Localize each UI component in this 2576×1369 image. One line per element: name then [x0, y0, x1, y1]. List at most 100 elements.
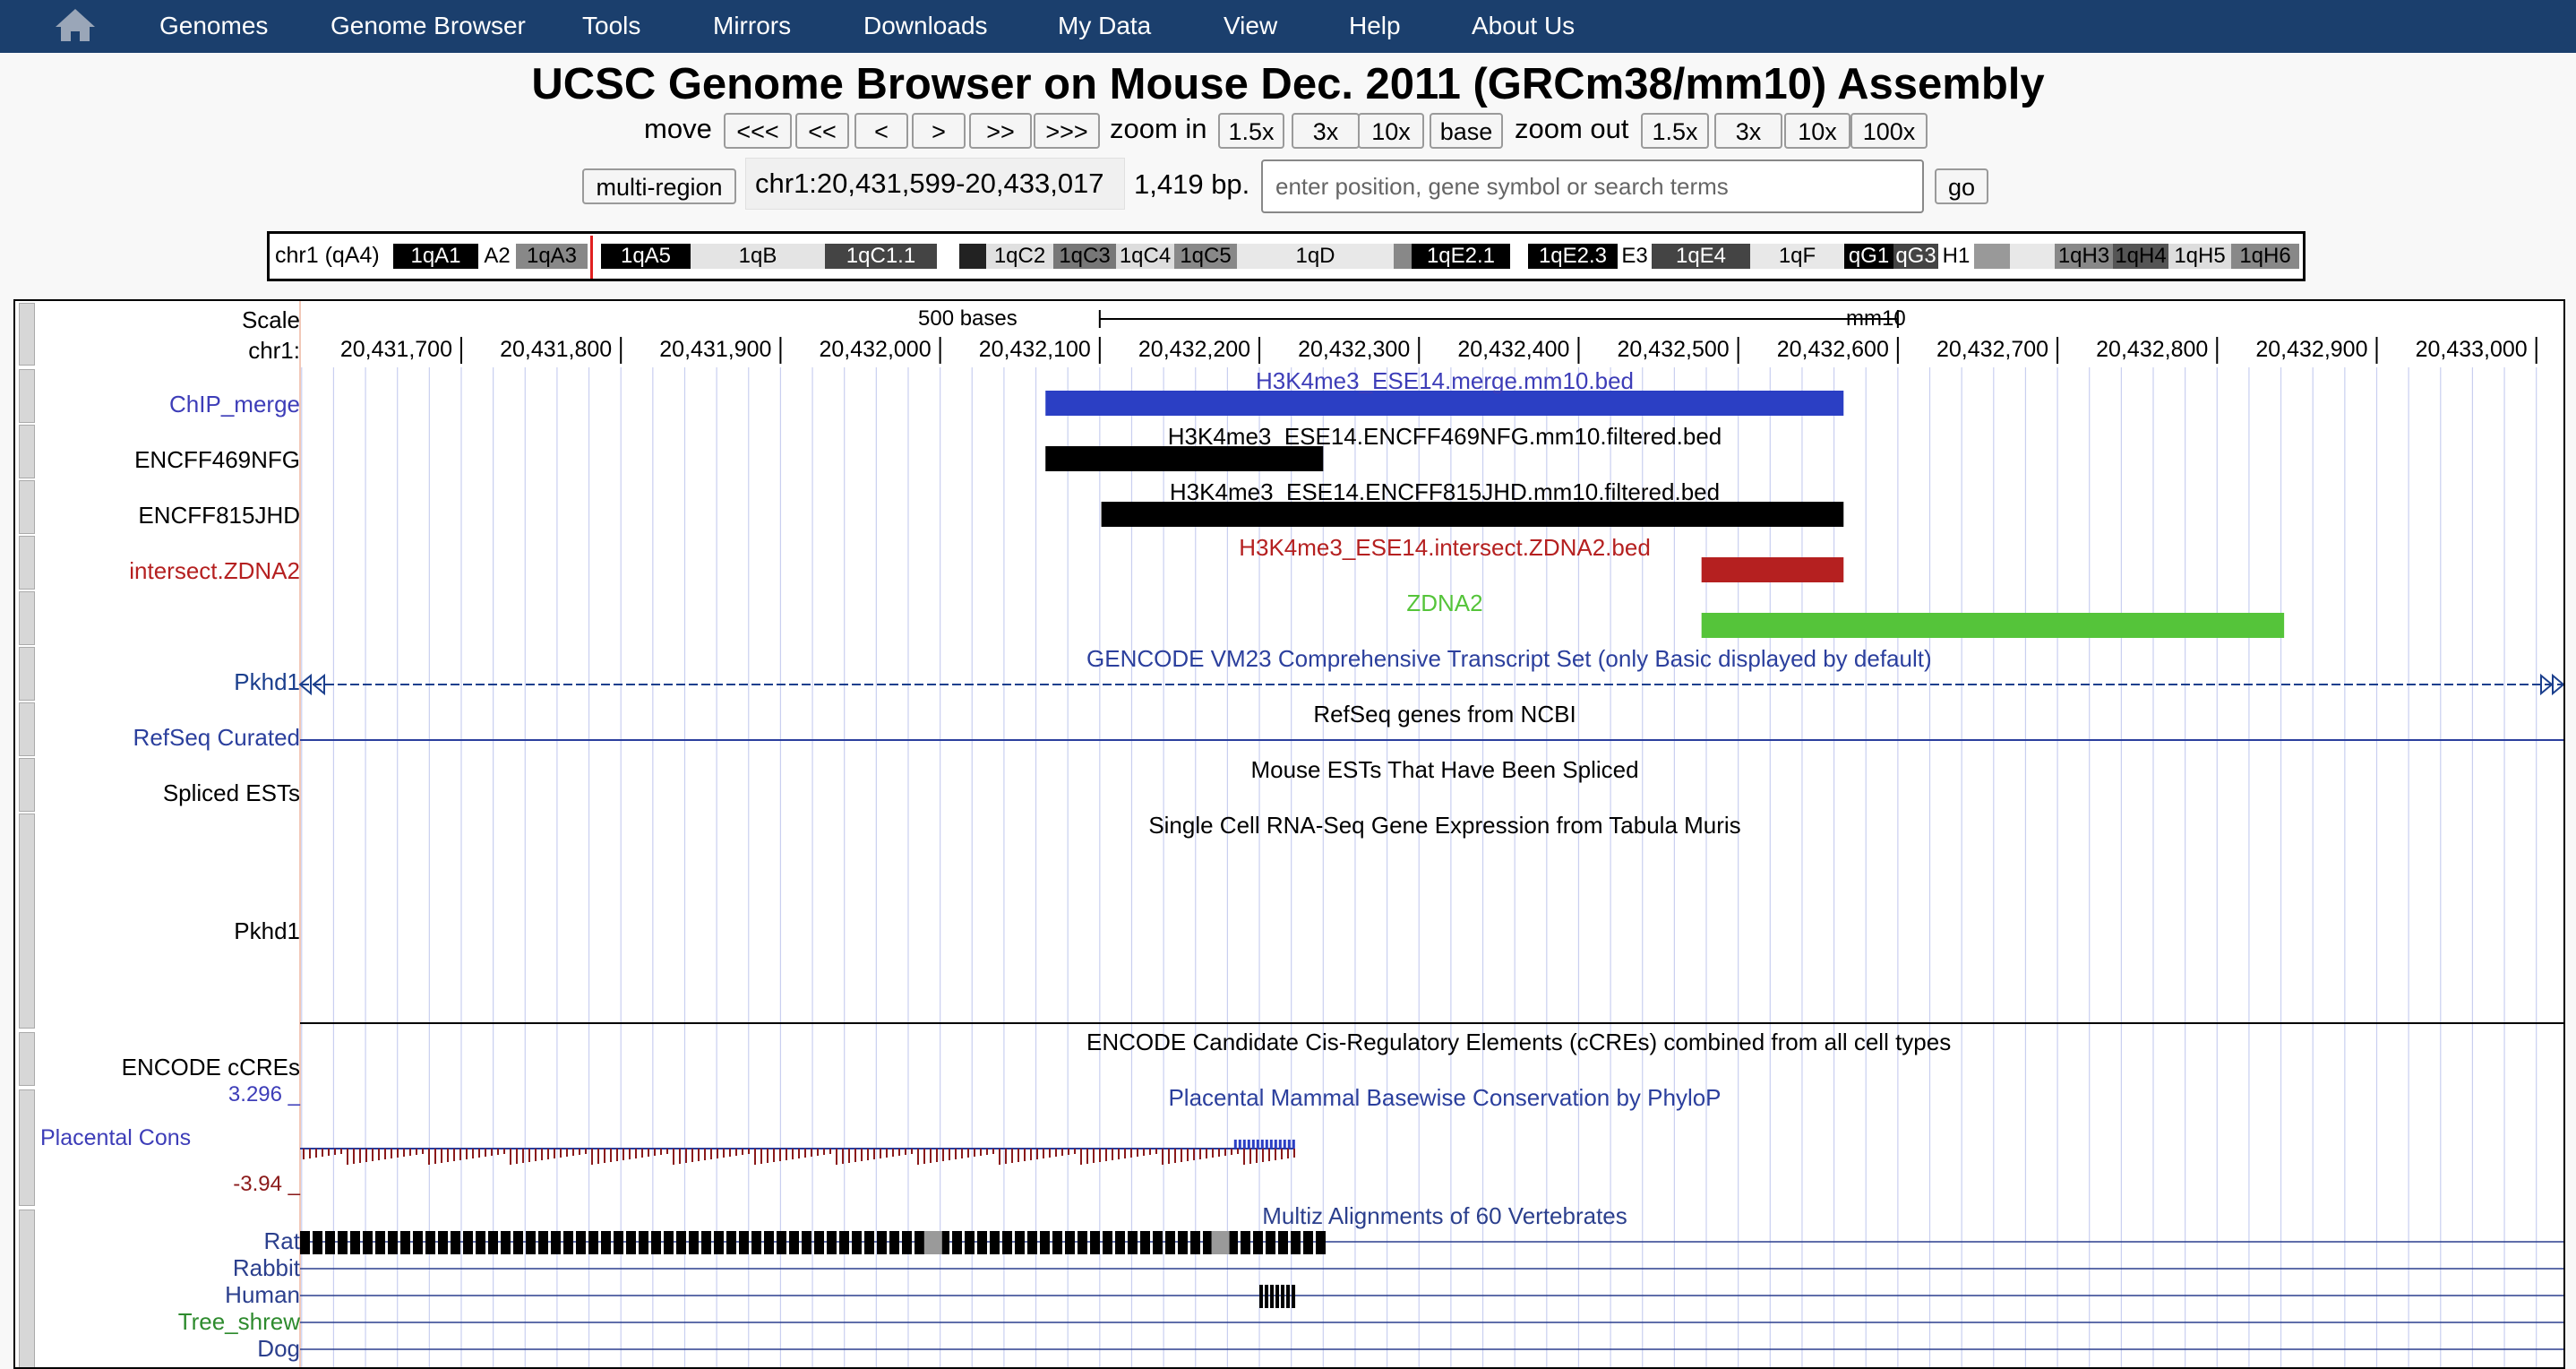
side-button-ccres[interactable]	[19, 1032, 35, 1086]
multiz-rat-block	[664, 1231, 674, 1254]
label-spliced-ests[interactable]: Spliced ESTs	[162, 779, 300, 806]
feature-chip_merge	[1045, 391, 1844, 416]
multiz-rat-block	[300, 1231, 310, 1254]
band-1qC1.1: 1qC1.1	[825, 244, 937, 269]
species-rat[interactable]: Rat	[263, 1227, 300, 1254]
zoom-in-10x-button[interactable]: 10x	[1358, 113, 1424, 149]
multiz-rat-block	[363, 1231, 373, 1254]
side-button-refseq[interactable]	[19, 702, 35, 756]
zoom-out-1-5x-button[interactable]: 1.5x	[1641, 113, 1709, 149]
move-far-left-button[interactable]: <<<	[724, 113, 792, 149]
multiz-rat-block	[513, 1231, 523, 1254]
multiz-rat-block	[463, 1231, 473, 1254]
label-chip-merge[interactable]: ChIP_merge	[169, 391, 300, 418]
ruler-tick-label: 20,431,700	[339, 337, 452, 362]
zoom-out-100x-button[interactable]: 100x	[1850, 113, 1928, 149]
side-button-ruler[interactable]	[19, 303, 35, 366]
label-placental-cons[interactable]: Placental Cons	[40, 1125, 192, 1150]
band-1qE4: 1qE4	[1652, 244, 1750, 269]
label-refseq-curated[interactable]: RefSeq Curated	[133, 724, 300, 751]
multiz-rat-block	[940, 1231, 949, 1254]
nav-downloads[interactable]: Downloads	[863, 12, 988, 39]
move-far-right-button[interactable]: >>>	[1034, 113, 1100, 149]
label-encff469nfg[interactable]: ENCFF469NFG	[134, 446, 300, 473]
ruler-tick-label: 20,432,400	[1457, 337, 1570, 362]
multiz-rat-block	[764, 1231, 774, 1254]
band-A2: A2	[478, 244, 516, 269]
nav-about-us[interactable]: About Us	[1472, 12, 1576, 39]
side-button-encff469nfg[interactable]	[19, 425, 35, 478]
nav-view[interactable]: View	[1224, 12, 1278, 39]
zoom-out-3x-button[interactable]: 3x	[1714, 113, 1782, 149]
multiz-rat-block	[1015, 1231, 1025, 1254]
multiz-rat-block	[476, 1231, 485, 1254]
move-right-button[interactable]: >>	[969, 113, 1032, 149]
nav-genome-browser[interactable]: Genome Browser	[331, 12, 526, 39]
multiz-rat-block	[852, 1231, 862, 1254]
label-pkhd1-tabula[interactable]: Pkhd1	[234, 917, 300, 944]
band-1qE2.1: 1qE2.1	[1412, 244, 1510, 269]
label-pkhd1-gencode[interactable]: Pkhd1	[234, 668, 300, 695]
move-step-right-button[interactable]: >	[912, 113, 966, 149]
species-tree-shrew[interactable]: Tree_shrew	[177, 1308, 300, 1335]
band-1qH4: 1qH4	[2113, 244, 2168, 269]
band-1qE2.3: 1qE2.3	[1528, 244, 1618, 269]
item-intersect-name: H3K4me3_ESE14.intersect.ZDNA2.bed	[1239, 534, 1651, 561]
search-input[interactable]	[1261, 159, 1924, 213]
multiz-rat-block	[1027, 1231, 1037, 1254]
multiz-rat-block	[1291, 1231, 1301, 1254]
track-image-panel[interactable]: Scale chr1: 500 bases mm10 20,431,700 20,…	[13, 299, 2565, 1369]
multiz-rat-block	[1078, 1231, 1087, 1254]
side-button-ests[interactable]	[19, 758, 35, 812]
nav-genomes[interactable]: Genomes	[159, 12, 269, 39]
nav-tools[interactable]: Tools	[582, 12, 641, 39]
species-dog[interactable]: Dog	[257, 1335, 300, 1362]
multiz-rat-gap	[923, 1231, 942, 1254]
multiz-rat-block	[714, 1231, 724, 1254]
nav-mirrors[interactable]: Mirrors	[713, 12, 792, 39]
side-button-chip-merge[interactable]	[19, 369, 35, 423]
move-step-left-button[interactable]: <	[854, 113, 908, 149]
go-button[interactable]: go	[1935, 168, 1988, 204]
side-button-intersect[interactable]	[19, 536, 35, 590]
band-white-2	[1510, 244, 1528, 269]
multiz-rat-block	[1266, 1231, 1275, 1254]
multiz-rat-gap	[1211, 1231, 1230, 1254]
chromosome-ideogram[interactable]: chr1 (qA4) 1qA1 A2 1qA3 1qA5 1qB 1qC1.1 …	[267, 231, 2306, 281]
side-button-zdna2[interactable]	[19, 591, 35, 645]
multiz-rat-block	[1065, 1231, 1075, 1254]
nav-my-data[interactable]: My Data	[1058, 12, 1152, 39]
side-button-encff815jhd[interactable]	[19, 480, 35, 534]
multiz-rat-block	[701, 1231, 711, 1254]
home-icon[interactable]	[52, 5, 99, 45]
multiz-rat-block	[889, 1231, 899, 1254]
zoom-in-3x-button[interactable]: 3x	[1292, 113, 1360, 149]
multiz-human-block	[1275, 1285, 1280, 1308]
zoom-out-10x-button[interactable]: 10x	[1784, 113, 1850, 149]
zoom-in-1-5x-button[interactable]: 1.5x	[1218, 113, 1284, 149]
side-button-multiz[interactable]	[19, 1210, 35, 1367]
multiz-human-block	[1270, 1285, 1275, 1308]
nav-help[interactable]: Help	[1349, 12, 1401, 39]
side-button-tabula-muris[interactable]	[19, 814, 35, 1029]
side-button-phylop[interactable]	[19, 1089, 35, 1206]
zoom-in-base-button[interactable]: base	[1430, 113, 1503, 149]
multiz-rat-block	[526, 1231, 536, 1254]
label-encode-ccres[interactable]: ENCODE cCREs	[121, 1054, 300, 1081]
multiz-rat-block	[739, 1231, 749, 1254]
species-human[interactable]: Human	[225, 1281, 300, 1308]
multiz-rat-block	[689, 1231, 699, 1254]
multi-region-button[interactable]: multi-region	[582, 168, 736, 204]
band-1qH3: 1qH3	[2055, 244, 2113, 269]
side-button-gencode[interactable]	[19, 647, 35, 701]
species-rabbit[interactable]: Rabbit	[232, 1254, 300, 1281]
label-intersect-zdna2[interactable]: intersect.ZDNA2	[129, 557, 300, 584]
multiz-rat-block	[1203, 1231, 1213, 1254]
band-1qH5: 1qH5	[2168, 244, 2231, 269]
move-left-button[interactable]: <<	[795, 113, 849, 149]
multiz-rat-block	[350, 1231, 360, 1254]
multiz-human-block	[1265, 1285, 1269, 1308]
multiz-rat-block	[588, 1231, 598, 1254]
label-encff815jhd[interactable]: ENCFF815JHD	[138, 502, 300, 529]
ruler-tick-label: 20,431,900	[659, 337, 772, 362]
